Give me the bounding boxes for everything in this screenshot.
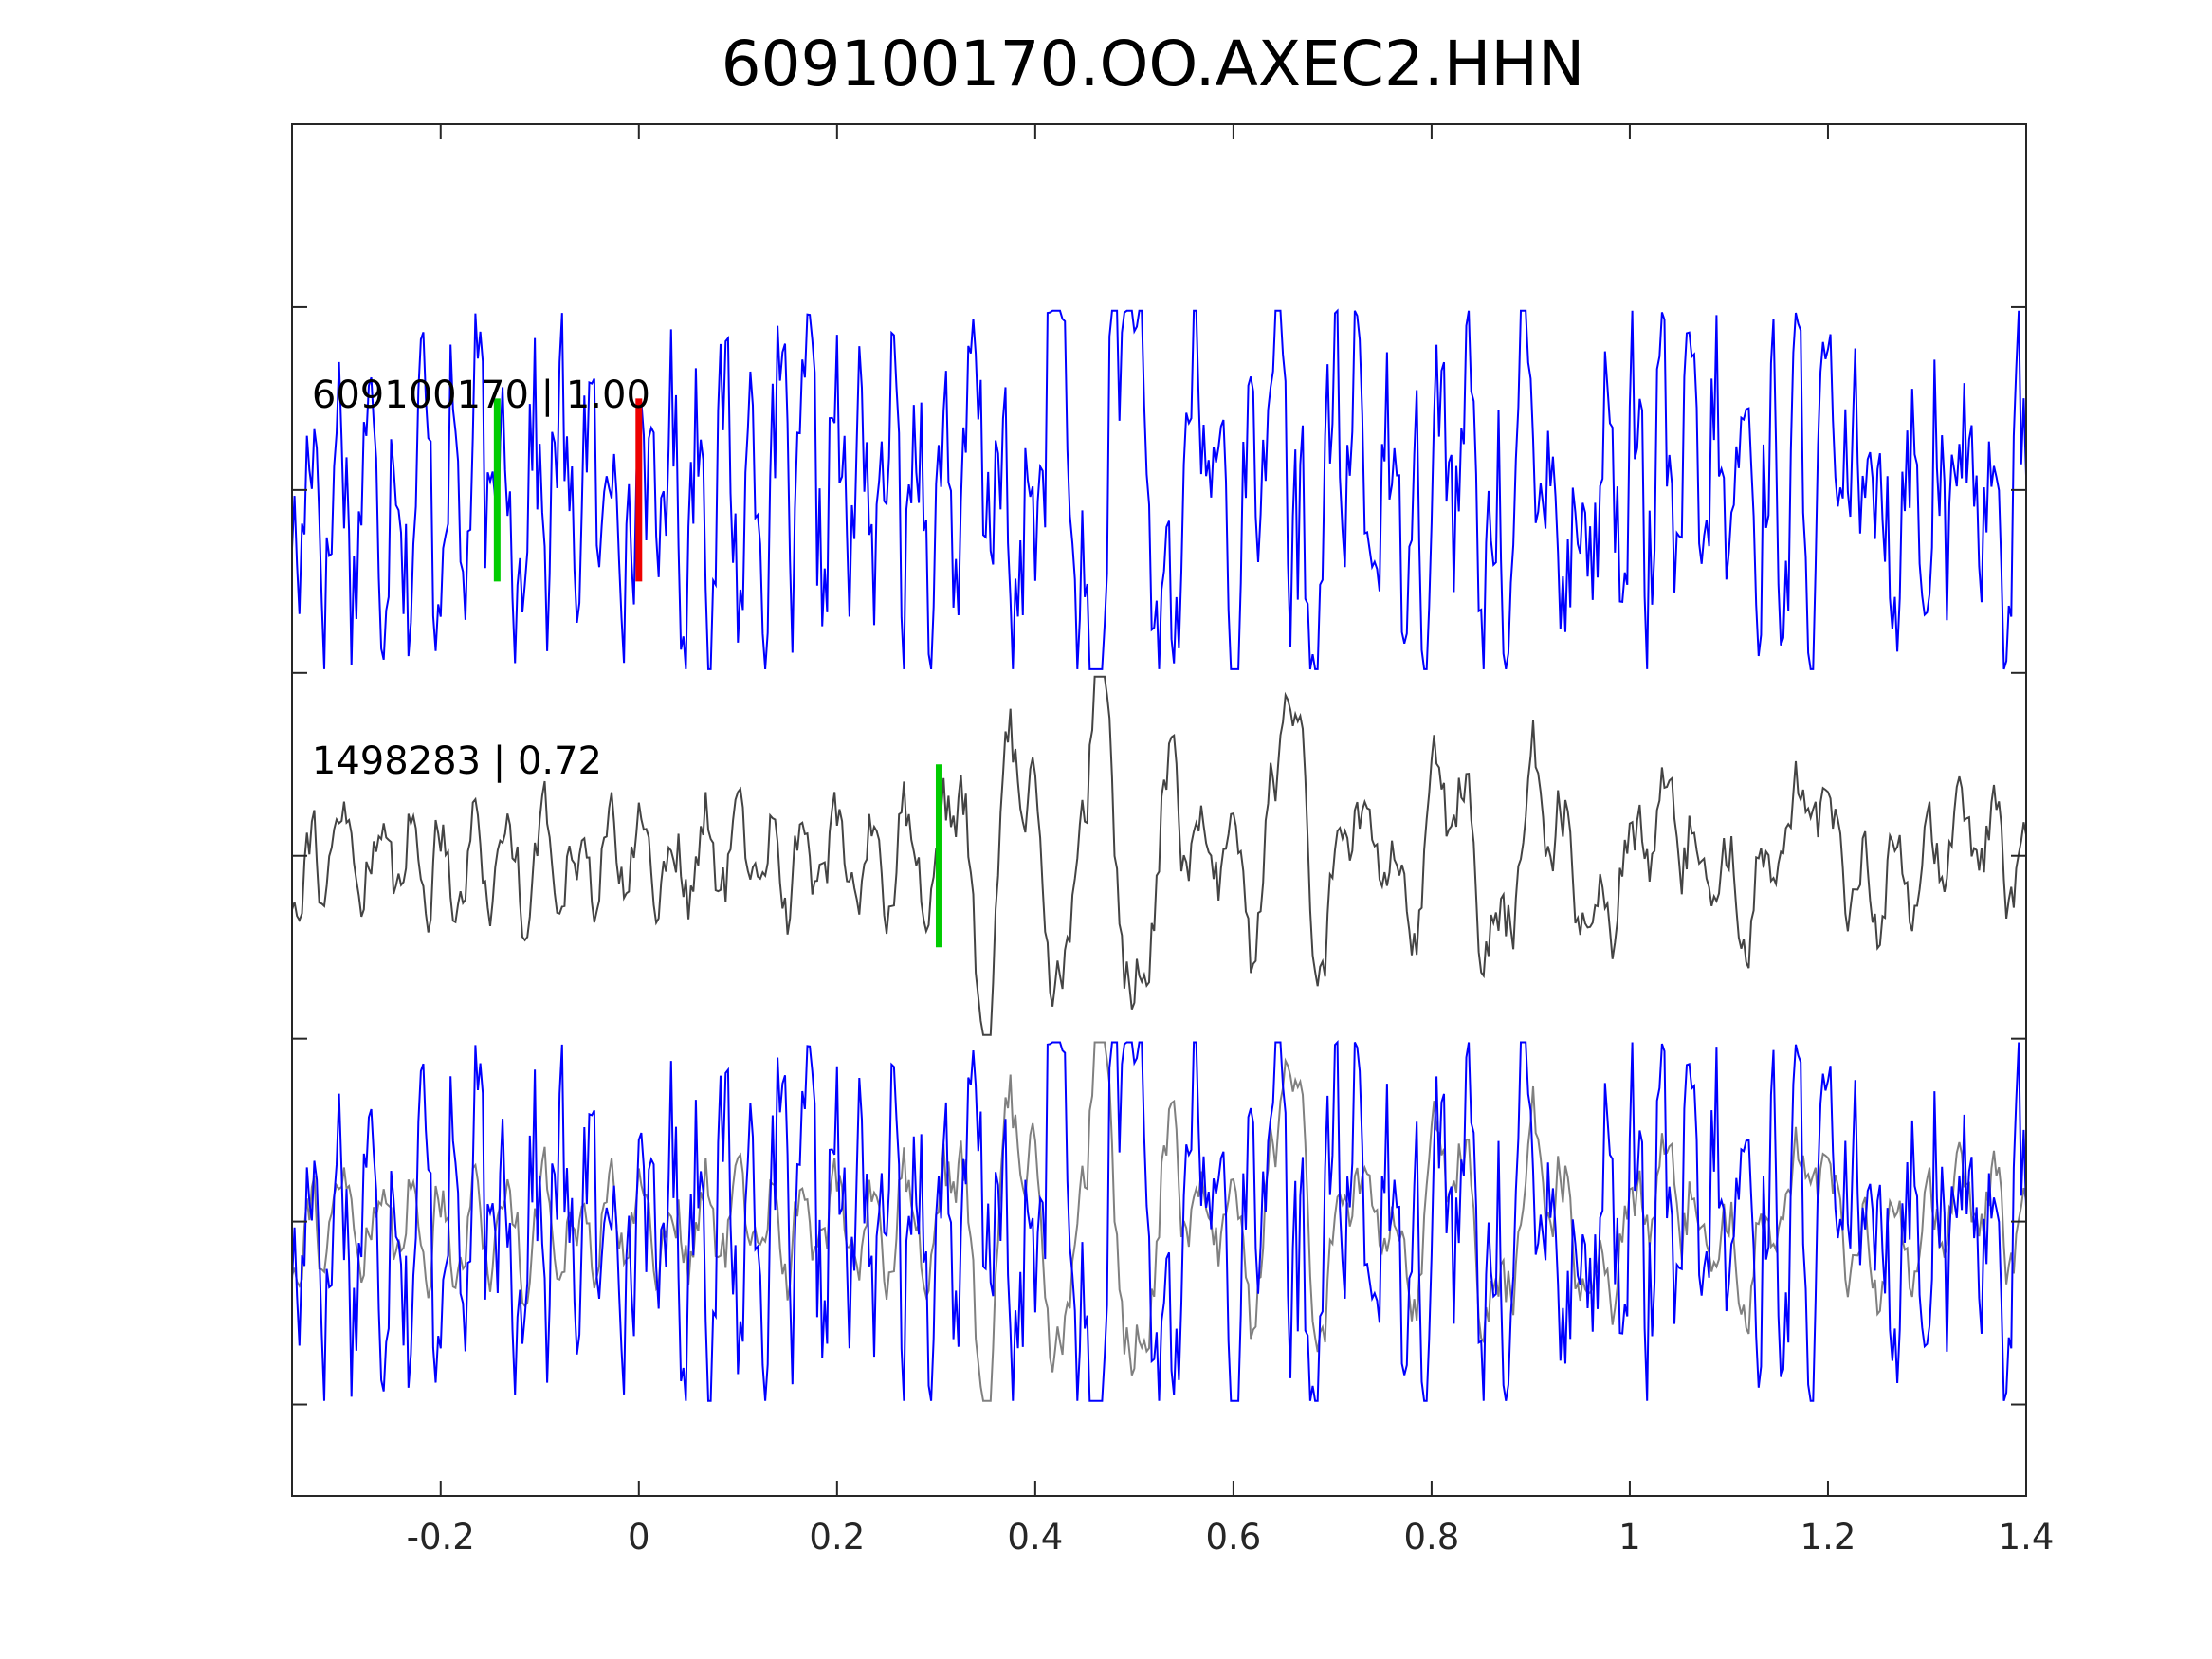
axis-ticks [292, 124, 2027, 1496]
chart-title: 609100170.OO.AXEC2.HHN [722, 27, 1585, 100]
x-tick-label-6: 1 [1618, 1517, 1641, 1558]
plot-area: 609100170 | 1.00 1498283 | 0.72 [291, 308, 2027, 1402]
x-tick-label-3: 0.4 [1007, 1517, 1063, 1558]
x-tick-label-7: 1.2 [1801, 1517, 1856, 1558]
overlay-reference-trace [291, 1041, 2027, 1402]
waveform-traces [291, 308, 2027, 1402]
axes-box [291, 123, 2027, 1497]
x-tick-labels: -0.2 0 0.2 0.4 0.6 0.8 1 1.2 1.4 [407, 1517, 2055, 1558]
trace-1498283 [291, 675, 2027, 1036]
overlay-primary-trace [291, 1040, 2027, 1402]
trace-labels: 609100170 | 1.00 1498283 | 0.72 [312, 374, 650, 783]
x-tick-label-5: 0.8 [1403, 1517, 1459, 1558]
pick-markers [493, 398, 942, 948]
x-tick-label-2: 0.2 [809, 1517, 865, 1558]
trace-label-1: 1498283 | 0.72 [312, 739, 602, 783]
x-tick-label-1: 0 [628, 1517, 650, 1558]
x-tick-label-8: 1.4 [1999, 1517, 2055, 1558]
trace-609100170 [291, 308, 2027, 670]
trace-label-0: 609100170 | 1.00 [312, 374, 650, 417]
x-tick-label-4: 0.6 [1205, 1517, 1261, 1558]
x-tick-label-0: -0.2 [407, 1517, 475, 1558]
